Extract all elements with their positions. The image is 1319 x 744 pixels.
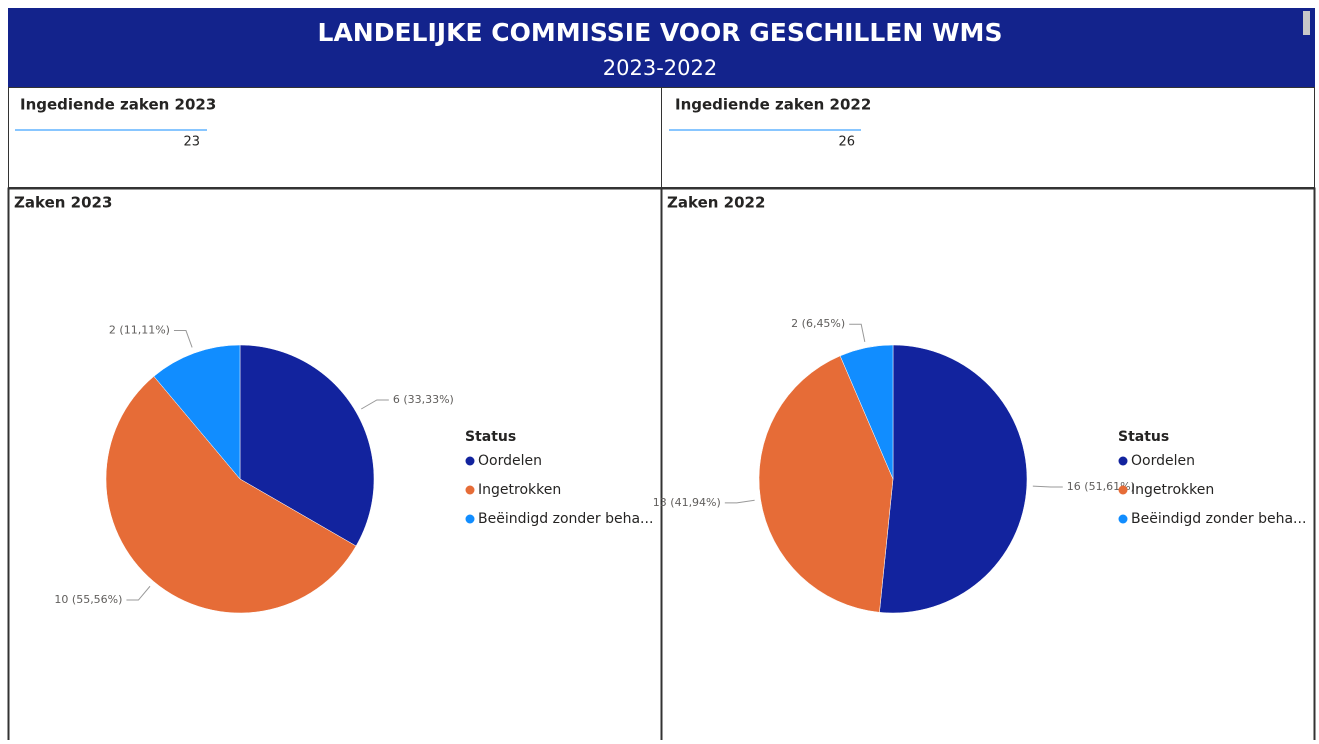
- legend-label: Ingetrokken: [478, 482, 561, 498]
- scrollbar: [1303, 11, 1310, 35]
- leader-line: [1032, 485, 1063, 488]
- data-label: 10 (55,56%): [54, 593, 122, 606]
- data-label: 2 (6,45%): [791, 317, 845, 330]
- leader-line: [724, 499, 755, 504]
- header-band: [8, 8, 1315, 87]
- card-value: 23: [183, 135, 200, 150]
- data-label: 13 (41,94%): [653, 496, 721, 509]
- chart-title: Zaken 2022: [667, 194, 765, 212]
- data-label: 6 (33,33%): [393, 393, 454, 406]
- legend-label: Oordelen: [1131, 453, 1195, 469]
- pie-slice: [239, 344, 375, 547]
- leader-line: [849, 323, 866, 342]
- chart-panel: [660, 187, 1316, 744]
- data-label: 16 (51,61%): [1067, 480, 1135, 493]
- card-title: Ingediende zaken 2023: [20, 96, 216, 114]
- legend-swatch: [465, 456, 475, 466]
- legend-swatch: [1118, 514, 1128, 524]
- leader-line: [173, 330, 193, 348]
- legend-swatch: [1118, 485, 1128, 495]
- legend-title: Status: [465, 429, 516, 445]
- leader-line: [126, 585, 151, 601]
- data-label: 2 (11,11%): [109, 324, 170, 337]
- legend-label: Ingetrokken: [1131, 482, 1214, 498]
- legend-swatch: [1118, 456, 1128, 466]
- header-subtitle: 2023-2022: [603, 56, 717, 80]
- pie-slice: [153, 344, 241, 480]
- pie-slice: [758, 355, 894, 613]
- legend-swatch: [465, 514, 475, 524]
- legend-title: Status: [1118, 429, 1169, 445]
- pie-slice: [105, 375, 357, 614]
- pie-slice: [839, 344, 894, 480]
- legend-swatch: [465, 485, 475, 495]
- card-title: Ingediende zaken 2022: [675, 96, 871, 114]
- pie-slice: [879, 344, 1028, 614]
- legend-label: Beëindigd zonder beha...: [1131, 511, 1306, 527]
- chart-title: Zaken 2023: [14, 194, 112, 212]
- leader-line: [360, 399, 389, 410]
- header-title: LANDELIJKE COMMISSIE VOOR GESCHILLEN WMS: [318, 18, 1003, 47]
- legend-label: Oordelen: [478, 453, 542, 469]
- legend-label: Beëindigd zonder beha...: [478, 511, 653, 527]
- card-value: 26: [838, 135, 855, 150]
